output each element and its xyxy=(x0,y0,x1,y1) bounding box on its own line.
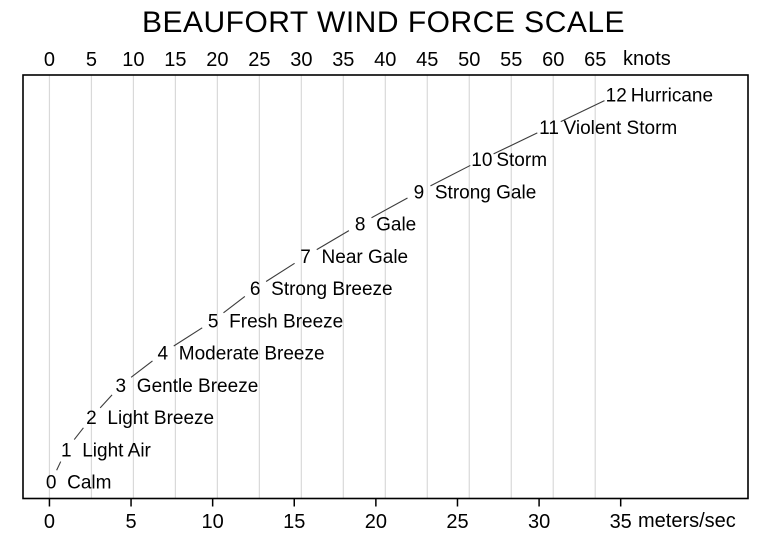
point-name-label: Hurricane xyxy=(631,86,713,107)
top-axis-tick-label: 45 xyxy=(416,49,438,71)
series-line-segment xyxy=(430,164,471,187)
top-axis-tick-label: 40 xyxy=(374,49,396,71)
point-name-label: Light Air xyxy=(82,440,151,461)
point-force-label: 3 xyxy=(116,376,127,397)
series-line-segment xyxy=(316,230,350,251)
point-force-label: 2 xyxy=(86,408,97,429)
series-line-segment xyxy=(493,132,538,155)
point-force-label: 8 xyxy=(355,215,366,236)
series-line-segment xyxy=(130,360,153,378)
bottom-axis-tick-label: 10 xyxy=(202,511,224,533)
series-line-segment xyxy=(73,427,84,440)
top-axis-tick-label: 5 xyxy=(86,49,97,71)
top-axis-tick-label: 30 xyxy=(290,49,312,71)
bottom-axis-tick-label: 35 xyxy=(610,511,632,533)
point-name-label: Fresh Breeze xyxy=(229,311,343,332)
point-force-label: 11 xyxy=(539,118,559,139)
point-name-label: Strong Gale xyxy=(435,182,536,203)
top-axis-tick-label: 20 xyxy=(206,49,228,71)
series-line-segment xyxy=(223,296,246,314)
top-axis-tick-label: 25 xyxy=(248,49,270,71)
top-axis-tick-label: 15 xyxy=(164,49,186,71)
point-force-label: 12 xyxy=(606,86,627,107)
point-force-label: 0 xyxy=(46,473,57,494)
point-name-label: Storm xyxy=(496,150,547,171)
point-name-label: Gentle Breeze xyxy=(137,376,258,397)
chart-title: BEAUFORT WIND FORCE SCALE xyxy=(141,6,626,39)
point-name-label: Violent Storm xyxy=(564,118,678,139)
bottom-axis-tick-label: 15 xyxy=(283,511,305,533)
plot-border xyxy=(22,74,749,500)
bottom-axis-tick-label: 5 xyxy=(125,511,136,533)
bottom-axis-tick-label: 25 xyxy=(446,511,468,533)
series-line-segment xyxy=(56,461,62,471)
top-axis-tick-label: 50 xyxy=(458,49,480,71)
top-axis-tick-label: 65 xyxy=(584,49,606,71)
point-name-label: Moderate Breeze xyxy=(179,344,325,365)
series-line-segment xyxy=(265,262,295,282)
bottom-axis-tick-label: 0 xyxy=(44,511,55,533)
point-force-label: 9 xyxy=(414,182,425,203)
point-name-label: Strong Breeze xyxy=(271,279,392,300)
point-force-label: 6 xyxy=(250,279,261,300)
bottom-axis-tick-label: 20 xyxy=(365,511,387,533)
series-line-segment xyxy=(173,327,203,347)
top-axis-tick-label: 35 xyxy=(332,49,354,71)
top-axis-tick-label: 10 xyxy=(122,49,144,71)
point-force-label: 5 xyxy=(208,311,219,332)
bottom-axis-tick-label: 30 xyxy=(528,511,550,533)
point-force-label: 10 xyxy=(471,150,492,171)
point-force-label: 4 xyxy=(158,344,169,365)
bottom-axis-unit-label: meters/sec xyxy=(638,510,736,532)
series-line-segment xyxy=(560,100,605,123)
point-name-label: Near Gale xyxy=(322,247,409,268)
top-axis-tick-label: 55 xyxy=(500,49,522,71)
point-name-label: Calm xyxy=(67,473,111,494)
point-name-label: Light Breeze xyxy=(107,408,214,429)
point-force-label: 1 xyxy=(61,440,72,461)
top-axis-tick-label: 60 xyxy=(542,49,564,71)
top-axis-unit-label: knots xyxy=(623,48,671,70)
series-line-segment xyxy=(99,394,113,409)
point-name-label: Gale xyxy=(376,215,416,236)
point-force-label: 7 xyxy=(300,247,311,268)
top-axis-tick-label: 0 xyxy=(44,49,55,71)
series-line-segment xyxy=(371,197,408,219)
